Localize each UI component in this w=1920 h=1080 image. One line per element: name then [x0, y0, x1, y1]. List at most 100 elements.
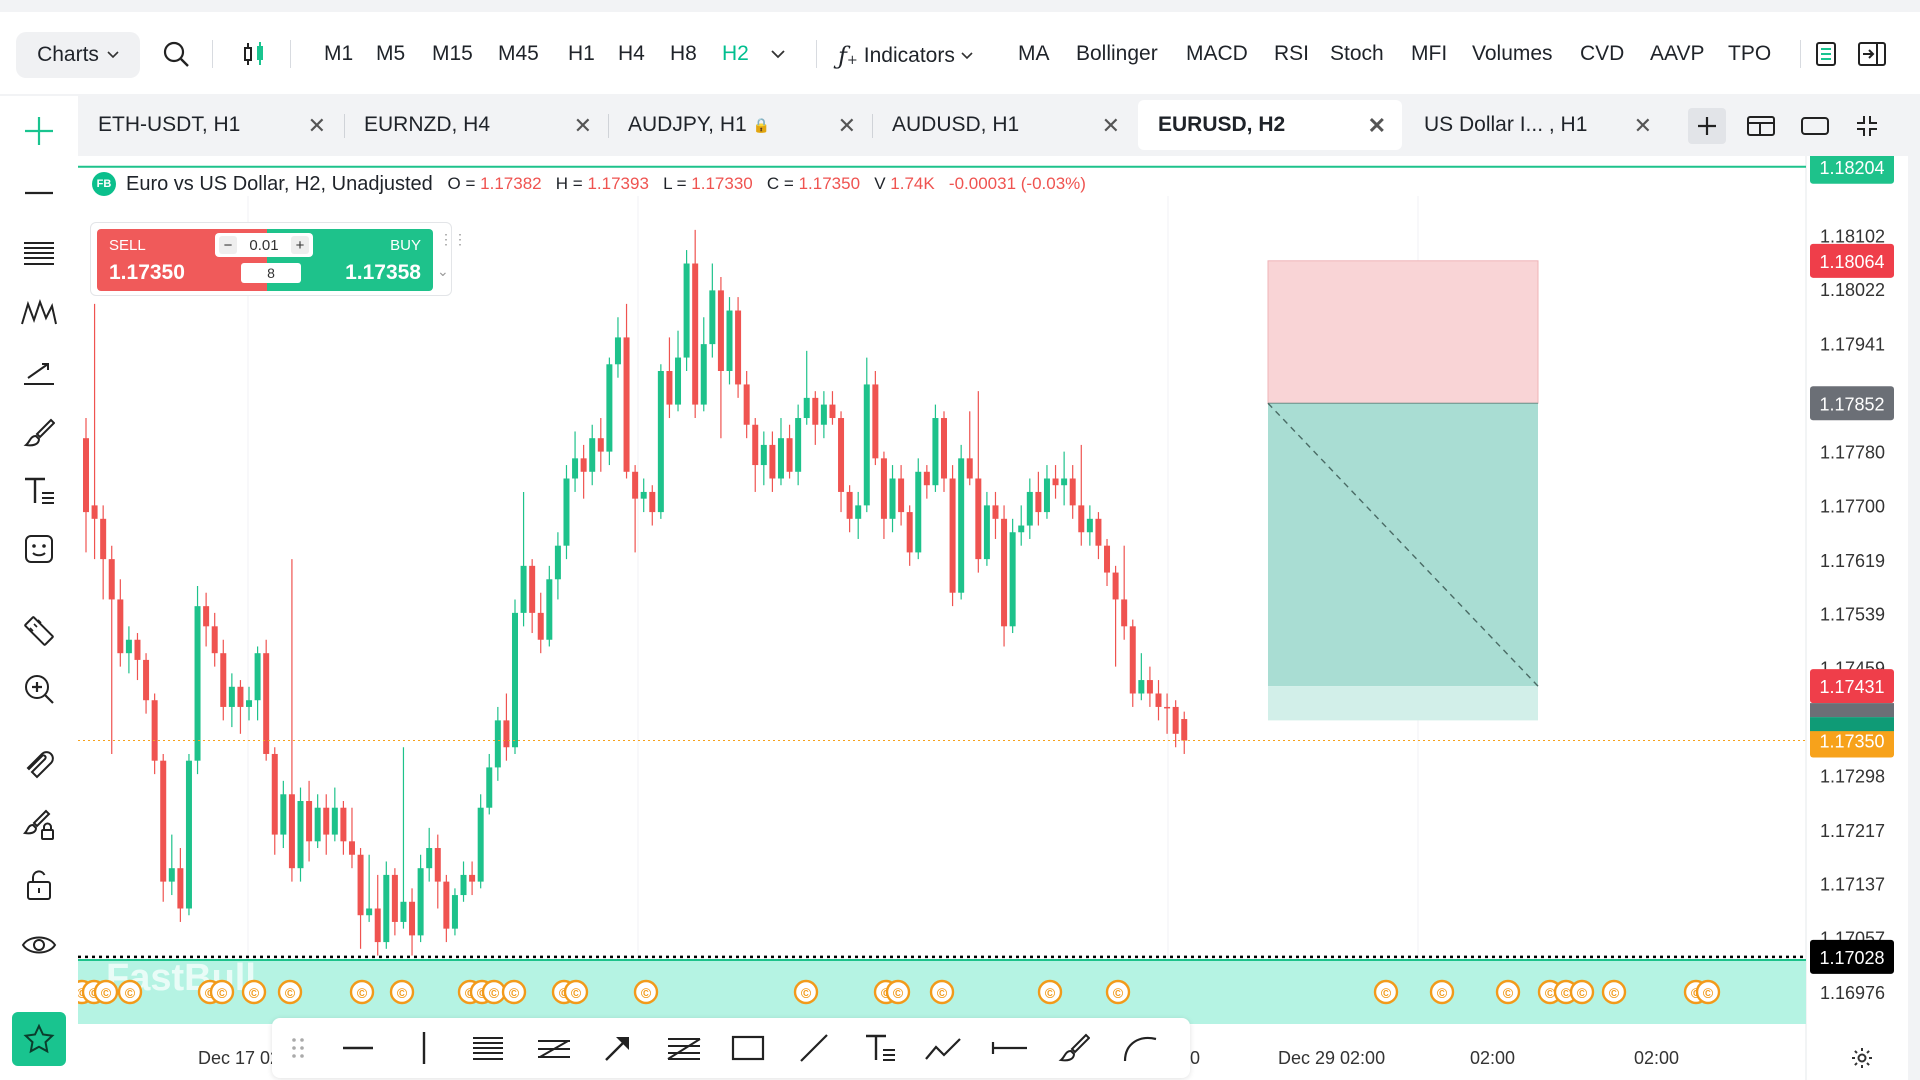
timeframe-m1[interactable]: M1 [324, 42, 354, 65]
candle-body[interactable] [1078, 505, 1085, 533]
close-icon[interactable]: ✕ [837, 113, 856, 138]
candle-body[interactable] [366, 908, 373, 916]
arc-icon[interactable] [1120, 1028, 1160, 1068]
candle-body[interactable] [1052, 478, 1059, 486]
candle-body[interactable] [237, 686, 244, 707]
event-marker-icon[interactable] [885, 979, 911, 1005]
candle-body[interactable] [503, 720, 510, 748]
candle-body[interactable] [1035, 491, 1042, 513]
candle-body[interactable] [143, 659, 150, 701]
candle-body[interactable] [898, 478, 905, 513]
event-marker-icon[interactable] [1495, 979, 1521, 1005]
event-marker-icon[interactable] [209, 979, 235, 1005]
candle-body[interactable] [537, 612, 544, 640]
event-marker-icon[interactable] [929, 979, 955, 1005]
tab-eurnzd[interactable]: EURNZD, H4 ✕ [344, 100, 608, 150]
candle-body[interactable] [306, 801, 313, 842]
candle-body[interactable] [769, 444, 776, 479]
event-marker-icon[interactable] [1601, 979, 1627, 1005]
candle-body[interactable] [1172, 706, 1179, 734]
candle-body[interactable] [83, 438, 89, 513]
event-marker-icon[interactable] [1373, 979, 1399, 1005]
layout-list-icon[interactable] [1806, 34, 1846, 74]
candle-body[interactable] [357, 854, 364, 916]
drag-handle-icon[interactable] [278, 1028, 318, 1068]
candle-body[interactable] [203, 606, 210, 627]
brush-icon[interactable] [1054, 1028, 1094, 1068]
tab-audusd[interactable]: AUDUSD, H1 ✕ [872, 100, 1136, 150]
candle-body[interactable] [117, 599, 124, 654]
close-icon[interactable]: ✕ [1367, 113, 1386, 138]
candlestick-type-icon[interactable] [234, 34, 274, 74]
candle-body[interactable] [1112, 572, 1119, 600]
trend-arrow-icon[interactable] [16, 350, 62, 396]
emoji-sticker-icon[interactable] [16, 526, 62, 572]
candle-body[interactable] [512, 612, 518, 748]
fib-retracement-icon[interactable] [468, 1028, 508, 1068]
event-marker-icon[interactable] [563, 979, 589, 1005]
candle-body[interactable] [426, 848, 433, 869]
horizontal-line-icon[interactable] [338, 1028, 378, 1068]
candle-body[interactable] [1146, 680, 1153, 694]
zoom-in-icon[interactable] [16, 666, 62, 712]
candle-body[interactable] [812, 397, 819, 425]
candle-body[interactable] [409, 901, 416, 936]
candle-body[interactable] [992, 505, 999, 519]
horizontal-line-icon[interactable] [16, 170, 62, 216]
drag-handle-icon[interactable]: ⋮⋮ [439, 231, 467, 247]
candle-body[interactable] [632, 471, 639, 499]
indicators-button[interactable]: ƒ+ Indicators [838, 42, 973, 70]
candle-body[interactable] [477, 807, 484, 882]
candle-body[interactable] [777, 438, 784, 479]
candle-body[interactable] [1001, 518, 1008, 627]
rectangle-icon[interactable] [728, 1028, 768, 1068]
candle-body[interactable] [348, 841, 355, 855]
parallel-channel-icon[interactable] [534, 1028, 574, 1068]
close-icon[interactable]: ✕ [1101, 113, 1120, 138]
candle-body[interactable] [220, 653, 227, 707]
chevron-down-icon[interactable]: ⌄ [437, 263, 449, 279]
event-marker-icon[interactable] [501, 979, 527, 1005]
quantity-stepper[interactable]: − 0.01 + [215, 233, 313, 257]
candle-body[interactable] [803, 397, 810, 419]
charts-menu-button[interactable]: Charts [16, 32, 140, 78]
timeframe-h8[interactable]: H8 [670, 42, 697, 65]
tab-eth-usdt[interactable]: ETH-USDT, H1 ✕ [78, 100, 342, 150]
candle-body[interactable] [872, 384, 879, 459]
candle-body[interactable] [958, 458, 965, 593]
candle-body[interactable] [280, 794, 287, 835]
timeframe-m5[interactable]: M5 [376, 42, 406, 65]
candle-body[interactable] [469, 874, 476, 882]
event-marker-icon[interactable] [1429, 979, 1455, 1005]
candle-body[interactable] [151, 700, 158, 761]
candle-body[interactable] [709, 290, 716, 345]
candle-body[interactable] [271, 753, 278, 835]
indicator-aavp[interactable]: AAVP [1650, 42, 1705, 65]
candle-body[interactable] [795, 418, 802, 472]
indicator-rsi[interactable]: RSI [1274, 42, 1310, 65]
trend-line-icon[interactable] [794, 1028, 834, 1068]
candle-body[interactable] [846, 491, 853, 519]
candle-body[interactable] [211, 626, 218, 654]
indicator-bollinger[interactable]: Bollinger [1076, 42, 1158, 65]
candle-body[interactable] [906, 512, 913, 553]
candle-body[interactable] [606, 364, 613, 452]
candle-body[interactable] [125, 639, 132, 654]
indicator-cvd[interactable]: CVD [1580, 42, 1625, 65]
candle-body[interactable] [572, 458, 579, 479]
event-marker-icon[interactable] [117, 979, 143, 1005]
indicator-mfi[interactable]: MFI [1411, 42, 1448, 65]
event-marker-icon[interactable] [1037, 979, 1063, 1005]
candle-body[interactable] [160, 760, 167, 882]
event-marker-icon[interactable] [241, 979, 267, 1005]
event-marker-icon[interactable] [633, 979, 659, 1005]
timeframe-h4[interactable]: H4 [618, 42, 645, 65]
gann-fan-icon[interactable] [664, 1028, 704, 1068]
candle-body[interactable] [546, 579, 553, 640]
indicator-ma[interactable]: MA [1018, 42, 1050, 65]
close-icon[interactable]: ✕ [307, 113, 326, 138]
candle-body[interactable] [657, 371, 664, 513]
candle-body[interactable] [983, 505, 990, 560]
candle-body[interactable] [1009, 532, 1016, 627]
chart-settings-gear-icon[interactable] [1846, 1042, 1878, 1074]
